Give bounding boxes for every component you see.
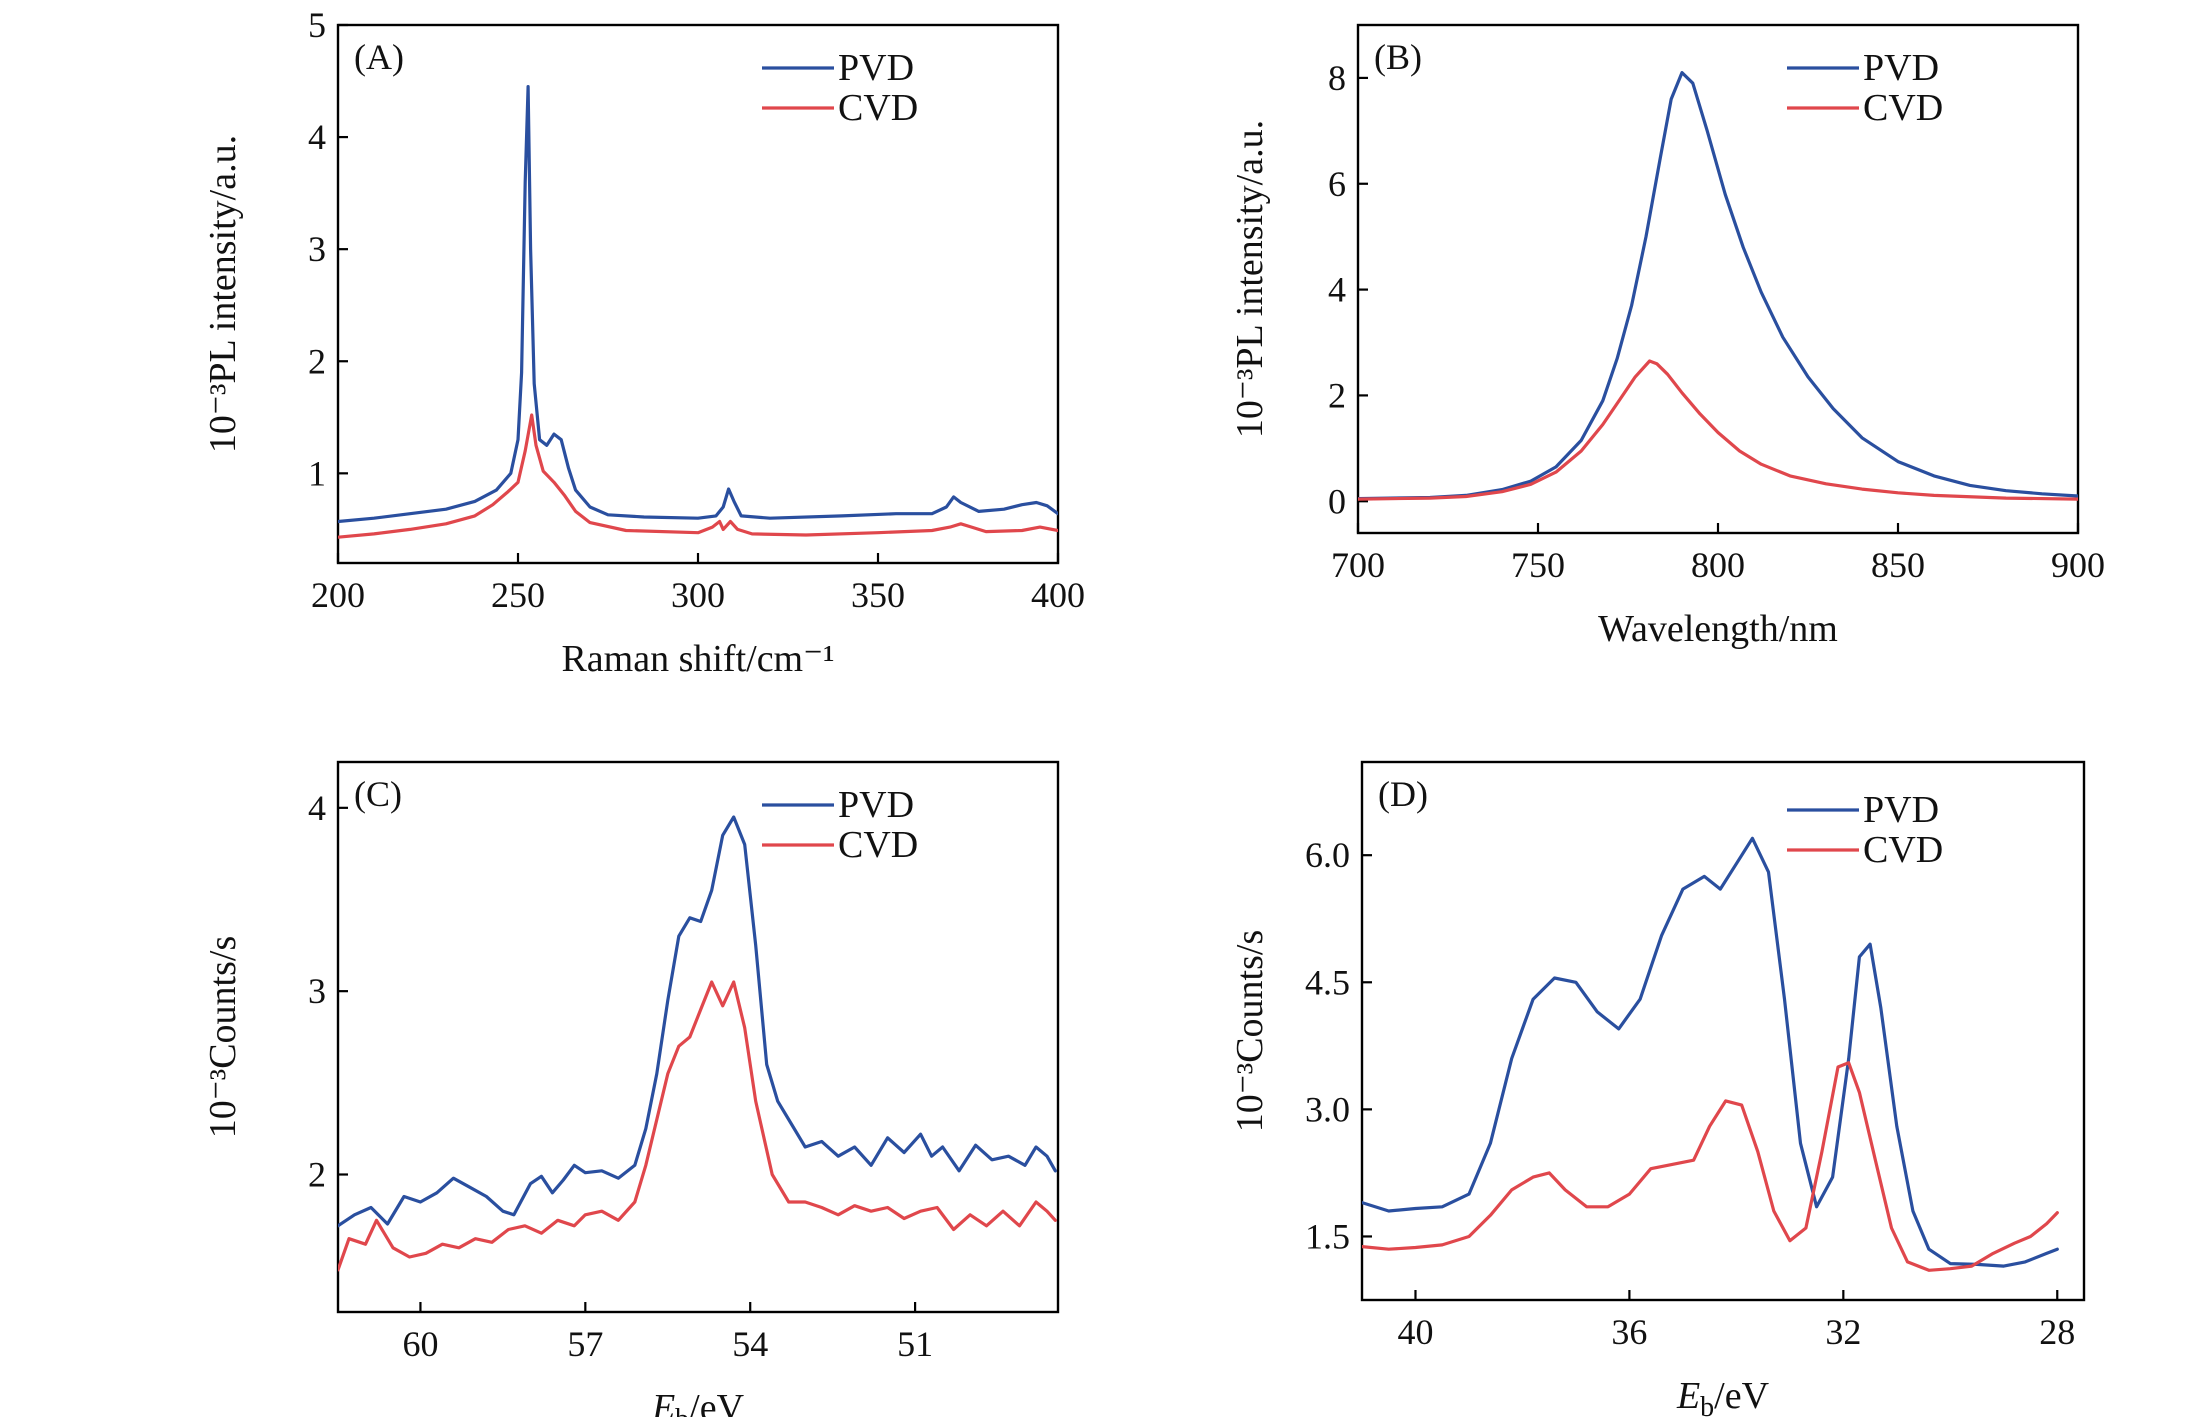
y-axis-label: 10⁻³PL intensity/a.u. [1229, 120, 1271, 438]
y-tick-label: 1 [308, 453, 326, 493]
x-tick-label: 300 [671, 575, 725, 615]
panel-label: (A) [354, 37, 404, 77]
y-tick-label: 4.5 [1305, 962, 1350, 1002]
series-line-pvd [338, 85, 1058, 524]
y-tick-label: 1.5 [1305, 1216, 1350, 1256]
x-axis-label: Eb/eV [1676, 1375, 1770, 1417]
x-tick-label: 40 [1397, 1312, 1433, 1352]
legend-label-pvd: PVD [1863, 789, 1939, 831]
panel-label: (B) [1374, 37, 1422, 77]
x-tick-label: 28 [2039, 1312, 2075, 1352]
y-axis-label: 10⁻³Counts/s [1229, 930, 1271, 1133]
series-line-cvd [338, 980, 1057, 1272]
plot-frame [336, 23, 1060, 565]
x-tick-label: 800 [1691, 545, 1745, 585]
x-tick-label: 54 [732, 1324, 768, 1364]
y-tick-label: 4 [308, 117, 326, 157]
x-tick-label: 900 [2051, 545, 2105, 585]
x-tick-label: 250 [491, 575, 545, 615]
panel-label: (D) [1378, 774, 1428, 814]
series-line-cvd [1358, 359, 2078, 501]
y-tick-label: 4 [1328, 270, 1346, 310]
x-tick-label: 350 [851, 575, 905, 615]
y-tick-label: 6.0 [1305, 835, 1350, 875]
legend-label-cvd: CVD [838, 824, 918, 866]
y-tick-label: 3.0 [1305, 1089, 1350, 1129]
panel-a: 200 250 300 350 400 1 2 3 4 5 Raman shift/cm⁻¹ 10⁻³… [202, 5, 1085, 680]
y-tick-label: 0 [1328, 481, 1346, 521]
x-axis-label: Raman shift/cm⁻¹ [561, 638, 834, 680]
legend-label-pvd: PVD [1863, 47, 1939, 89]
series-line-cvd [338, 413, 1058, 539]
legend-label-cvd: CVD [1863, 829, 1943, 871]
y-tick-label: 2 [308, 1155, 326, 1195]
y-tick-label: 3 [308, 229, 326, 269]
x-tick-label: 36 [1611, 1312, 1647, 1352]
x-tick-label: 850 [1871, 545, 1925, 585]
y-tick-label: 8 [1328, 58, 1346, 98]
x-axis-label: Wavelength/nm [1598, 608, 1838, 650]
series-line-pvd [1358, 71, 2078, 501]
x-tick-label: 750 [1511, 545, 1565, 585]
x-tick-label: 51 [897, 1324, 933, 1364]
x-tick-label: 60 [402, 1324, 438, 1364]
plot-frame [336, 760, 1060, 1314]
x-tick-label: 400 [1031, 575, 1085, 615]
series-line-cvd [1362, 1061, 2059, 1272]
y-tick-label: 6 [1328, 164, 1346, 204]
legend-label-cvd: CVD [1863, 87, 1943, 129]
x-tick-label: 200 [311, 575, 365, 615]
y-tick-label: 2 [308, 341, 326, 381]
plot-frame [1356, 23, 2080, 535]
y-tick-label: 4 [308, 788, 326, 828]
legend-label-pvd: PVD [838, 784, 914, 826]
y-axis-label: 10⁻³PL intensity/a.u. [202, 135, 244, 453]
series-line-pvd [1362, 836, 2059, 1268]
x-tick-label: 32 [1825, 1312, 1861, 1352]
panel-label: (C) [354, 774, 402, 814]
x-axis-label: Eb/eV [651, 1387, 745, 1417]
y-tick-label: 2 [1328, 375, 1346, 415]
legend-label-pvd: PVD [838, 47, 914, 89]
x-tick-label: 700 [1331, 545, 1385, 585]
legend-label-cvd: CVD [838, 87, 918, 129]
panel-b: 700 750 800 850 900 0 2 4 6 8 Wavelength/nm 10⁻³PL … [1229, 23, 2105, 650]
y-tick-label: 3 [308, 971, 326, 1011]
panel-d: 40 36 32 28 1.5 3.0 4.5 6.0 Eb/eV 10⁻³Counts/s (D)… [1229, 760, 2086, 1417]
plot-frame [1360, 760, 2086, 1302]
y-tick-label: 5 [308, 5, 326, 45]
y-axis-label: 10⁻³Counts/s [202, 936, 244, 1139]
series-line-pvd [338, 815, 1057, 1228]
x-tick-label: 57 [567, 1324, 603, 1364]
